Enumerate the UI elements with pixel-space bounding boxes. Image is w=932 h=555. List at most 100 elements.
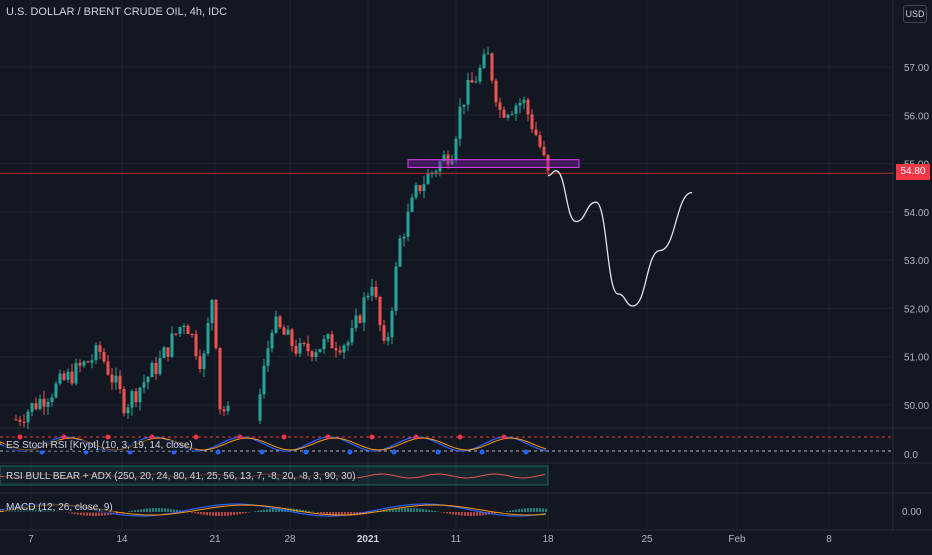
candle-body (378, 296, 382, 326)
candle-body (522, 99, 526, 103)
stoch-rsi-label[interactable]: ES Stoch RSI [Krypt] (10, 3, 19, 14, clo… (4, 440, 195, 451)
price-tick-label: 54.00 (904, 208, 929, 219)
candle-body (122, 389, 126, 414)
projection-path (547, 170, 693, 307)
candle-body (94, 345, 98, 361)
candle-body (434, 171, 438, 173)
currency-badge[interactable]: USD (903, 5, 927, 23)
candle-body (78, 362, 82, 366)
candle-body (114, 375, 118, 383)
stoch-buy-dot (479, 449, 485, 455)
candle-body (62, 373, 66, 380)
candle-body (38, 398, 42, 410)
candle-body (394, 266, 398, 311)
candle-body (414, 185, 418, 198)
macd-value: 0.00 (902, 507, 922, 518)
projection-layer (547, 170, 693, 307)
candle-body (50, 397, 54, 402)
candle-body (174, 333, 178, 335)
candle-body (470, 80, 474, 83)
stoch-sell-dot (17, 434, 23, 440)
candle-body (46, 401, 50, 407)
candle-body (302, 343, 306, 345)
candle-body (350, 328, 354, 343)
time-tick-label: 25 (641, 534, 653, 545)
candle-body (142, 382, 146, 388)
stoch-sell-dot (369, 434, 375, 440)
candle-body (202, 353, 206, 370)
candle-body (286, 329, 290, 335)
candle-body (66, 371, 70, 380)
candle-body (482, 54, 486, 68)
candle-body (314, 352, 318, 358)
candle-body (502, 109, 506, 118)
candle-body (118, 375, 122, 390)
candle-body (294, 346, 298, 354)
rsi-bull-bear-label[interactable]: RSI BULL BEAR + ADX (250, 20, 24, 80, 41… (4, 471, 358, 482)
candle-body (150, 362, 154, 378)
stoch-value: 0.0 (904, 450, 918, 461)
candle-body (290, 329, 294, 347)
time-tick-label: 8 (826, 534, 832, 545)
grid-lines (0, 0, 932, 531)
price-tick-label: 53.00 (904, 256, 929, 267)
candle-body (538, 135, 542, 147)
time-axis[interactable]: 7 14 21 28 2021 11 18 25 Feb 8 (28, 534, 832, 545)
candle-body (358, 315, 362, 323)
candle-body (546, 155, 550, 171)
candle-body (126, 407, 130, 414)
candle-body (442, 154, 446, 162)
candle-body (178, 327, 182, 334)
candle-body (110, 374, 114, 383)
candle-body (342, 345, 346, 353)
candle-body (182, 325, 186, 328)
candle-body (98, 345, 102, 352)
candle-body (406, 211, 410, 237)
macd-label[interactable]: MACD (12, 26, close, 9) (4, 502, 115, 513)
candle-body (218, 347, 222, 410)
candle-body (86, 361, 90, 363)
stoch-sell-dot (105, 434, 111, 440)
candles (14, 47, 550, 429)
candle-body (318, 349, 322, 353)
time-tick-label: 18 (542, 534, 554, 545)
candle-body (338, 350, 342, 353)
candle-body (506, 114, 510, 118)
time-tick-label: 28 (284, 534, 296, 545)
candle-body (422, 184, 426, 192)
time-tick-label: 11 (451, 534, 462, 545)
candle-body (14, 419, 18, 421)
stoch-buy-dot (215, 449, 221, 455)
candle-body (206, 323, 210, 354)
stoch-buy-dot (259, 449, 265, 455)
candle-body (278, 316, 282, 328)
candle-body (70, 371, 74, 384)
candle-body (106, 361, 110, 375)
candle-body (322, 338, 326, 350)
candle-body (82, 361, 86, 366)
candle-body (374, 286, 378, 297)
candle-body (282, 327, 286, 335)
candle-body (330, 334, 334, 349)
stoch-sell-dot (237, 434, 243, 440)
candle-body (134, 391, 138, 403)
candle-body (474, 81, 478, 83)
candle-body (166, 347, 170, 357)
candle-body (274, 316, 278, 333)
candle-body (186, 325, 190, 335)
stoch-buy-dot (347, 449, 353, 455)
candle-body (306, 343, 310, 352)
stoch-sell-dot (501, 434, 507, 440)
candle-body (426, 173, 430, 185)
candle-body (326, 334, 330, 339)
candle-body (146, 377, 150, 383)
candle-body (266, 348, 270, 366)
candle-body (90, 360, 94, 363)
candle-body (526, 99, 530, 115)
candle-body (18, 419, 22, 422)
candle-body (498, 102, 502, 110)
candle-body (22, 421, 26, 423)
price-tick-label: 56.00 (904, 111, 929, 122)
